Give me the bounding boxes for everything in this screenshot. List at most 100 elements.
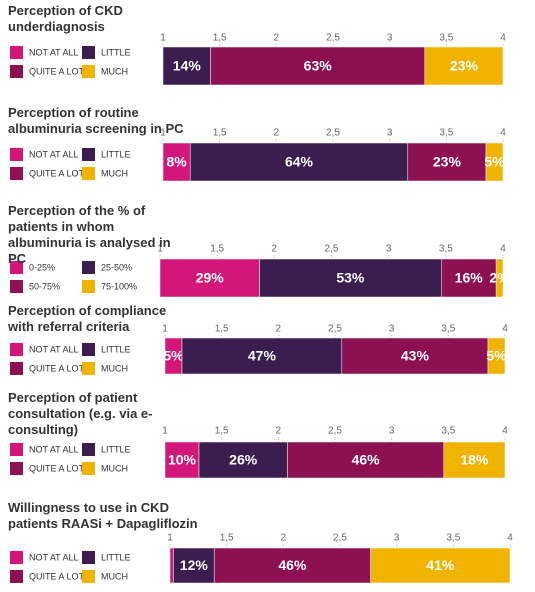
legend-label: NOT AT ALL [29, 47, 79, 57]
bar-segment [485, 142, 504, 182]
x-tick-label: 3,5 [439, 244, 453, 255]
legend-label: MUCH [101, 66, 128, 76]
x-tick-label: 2,5 [328, 426, 342, 437]
legend-label: MUCH [101, 463, 128, 473]
value-label: 16% [455, 270, 484, 286]
bar-segment [443, 441, 506, 479]
legend-swatch [82, 551, 95, 564]
legend-label: NOT AT ALL [29, 149, 79, 159]
x-tick-label: 2,5 [328, 324, 342, 335]
value-label: 10% [168, 452, 197, 468]
legend-swatch [10, 343, 23, 356]
x-tick-label: 3 [387, 33, 393, 44]
bar-segment [164, 441, 200, 479]
legend-swatch [82, 280, 95, 293]
chart-title: Perception of CKD underdiagnosis [8, 3, 123, 34]
legend-swatch [82, 362, 95, 375]
legend-swatch [82, 148, 95, 161]
x-tick-label: 4 [500, 33, 506, 44]
x-tick-label: 1,5 [220, 533, 234, 544]
chart-title: Perception of patient consultation (e.g.… [8, 390, 153, 437]
x-tick-label: 3 [389, 426, 395, 437]
bar-segment [198, 441, 288, 479]
value-label: 46% [352, 452, 381, 468]
legend-swatch [82, 570, 95, 583]
x-tick-label: 1 [157, 244, 163, 255]
legend-swatch [82, 167, 95, 180]
x-tick-label: 3,5 [441, 426, 455, 437]
legend-label: MUCH [101, 363, 128, 373]
legend-label: LITTLE [101, 344, 131, 354]
legend-label: LITTLE [101, 47, 131, 57]
legend-label: QUITE A LOT [29, 363, 85, 373]
value-label: 64% [285, 154, 314, 170]
legend-label: 0-25% [29, 262, 55, 272]
chart-title: Willingness to use in CKD patients RAASi… [8, 500, 198, 531]
x-tick-label: 2,5 [326, 128, 340, 139]
chart-title: Perception of routine albuminuria screen… [8, 105, 184, 136]
bar-segment [159, 258, 260, 298]
legend-swatch [82, 46, 95, 59]
bar-segment [169, 547, 174, 584]
value-label: 2% [489, 270, 510, 286]
x-tick-label: 2 [272, 244, 278, 255]
value-label: 18% [460, 452, 489, 468]
value-label: 12% [180, 557, 209, 573]
x-tick-label: 4 [502, 426, 508, 437]
legend-swatch [82, 65, 95, 78]
legend-swatch [10, 148, 23, 161]
bar-segment [424, 46, 504, 86]
x-tick-label: 1,5 [213, 33, 227, 44]
legend-swatch [10, 443, 23, 456]
x-tick-label: 1 [167, 533, 173, 544]
value-label: 43% [401, 348, 430, 364]
x-tick-label: 1,5 [215, 324, 229, 335]
bar-segment [407, 142, 487, 182]
legend-label: QUITE A LOT [29, 463, 85, 473]
value-label: 29% [196, 270, 225, 286]
bar-segment [181, 337, 343, 375]
legend-label: QUITE A LOT [29, 571, 85, 581]
x-tick-label: 4 [500, 128, 506, 139]
bar-segment [287, 441, 445, 479]
x-tick-label: 3,5 [439, 128, 453, 139]
legend-label: 75-100% [101, 281, 137, 291]
x-tick-label: 2,5 [326, 33, 340, 44]
value-label: 63% [304, 58, 333, 74]
value-label: 23% [450, 58, 479, 74]
legend-label: MUCH [101, 168, 128, 178]
legend-swatch [10, 462, 23, 475]
value-label: 47% [248, 348, 277, 364]
bar-segment [487, 337, 506, 375]
bar-segment [341, 337, 489, 375]
legend-label: NOT AT ALL [29, 344, 79, 354]
x-tick-label: 2 [281, 533, 287, 544]
legend-swatch [10, 362, 23, 375]
x-tick-label: 1,5 [213, 128, 227, 139]
x-tick-label: 3,5 [439, 33, 453, 44]
x-tick-label: 4 [500, 244, 506, 255]
x-tick-label: 1 [162, 324, 168, 335]
legend-label: MUCH [101, 571, 128, 581]
value-label: 41% [426, 557, 455, 573]
x-tick-label: 1,5 [210, 244, 224, 255]
x-tick-label: 3 [386, 244, 392, 255]
legend-swatch [10, 167, 23, 180]
bar-segment [370, 547, 511, 584]
legend-swatch [82, 443, 95, 456]
legend-swatch [82, 462, 95, 475]
bar-segment [189, 142, 409, 182]
chart-title: Perception of the % of patients in whom … [8, 203, 171, 266]
x-tick-label: 1 [160, 33, 166, 44]
x-tick-label: 2,5 [325, 244, 339, 255]
x-tick-label: 2 [274, 33, 280, 44]
bar-segment [441, 258, 497, 298]
x-tick-label: 3 [387, 128, 393, 139]
legend-label: LITTLE [101, 552, 131, 562]
x-tick-label: 3,5 [441, 324, 455, 335]
x-tick-label: 1 [160, 128, 166, 139]
x-tick-label: 3 [389, 324, 395, 335]
value-label: 5% [163, 348, 184, 364]
